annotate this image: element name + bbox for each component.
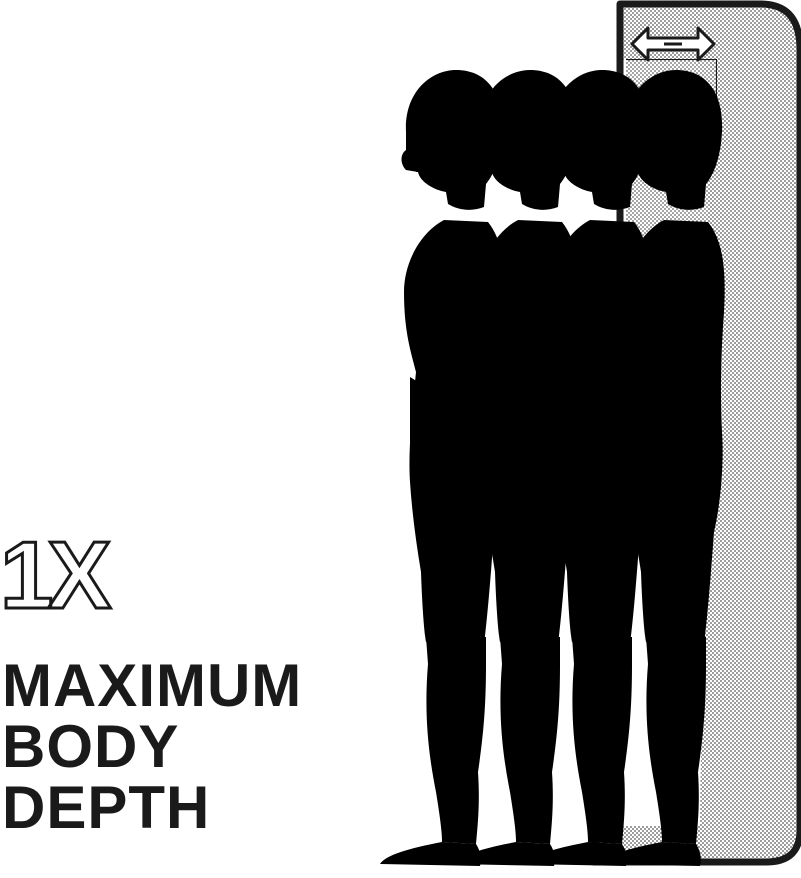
caption-line-1: MAXIMUM bbox=[2, 652, 303, 719]
caption-line-2: BODY bbox=[2, 713, 180, 780]
double-arrow-icon bbox=[630, 26, 716, 62]
ratio-label: 1X bbox=[0, 522, 113, 629]
depth-panel-outline bbox=[590, 0, 801, 866]
caption-line-3: DEPTH bbox=[2, 774, 211, 841]
depth-panel bbox=[594, 4, 800, 862]
